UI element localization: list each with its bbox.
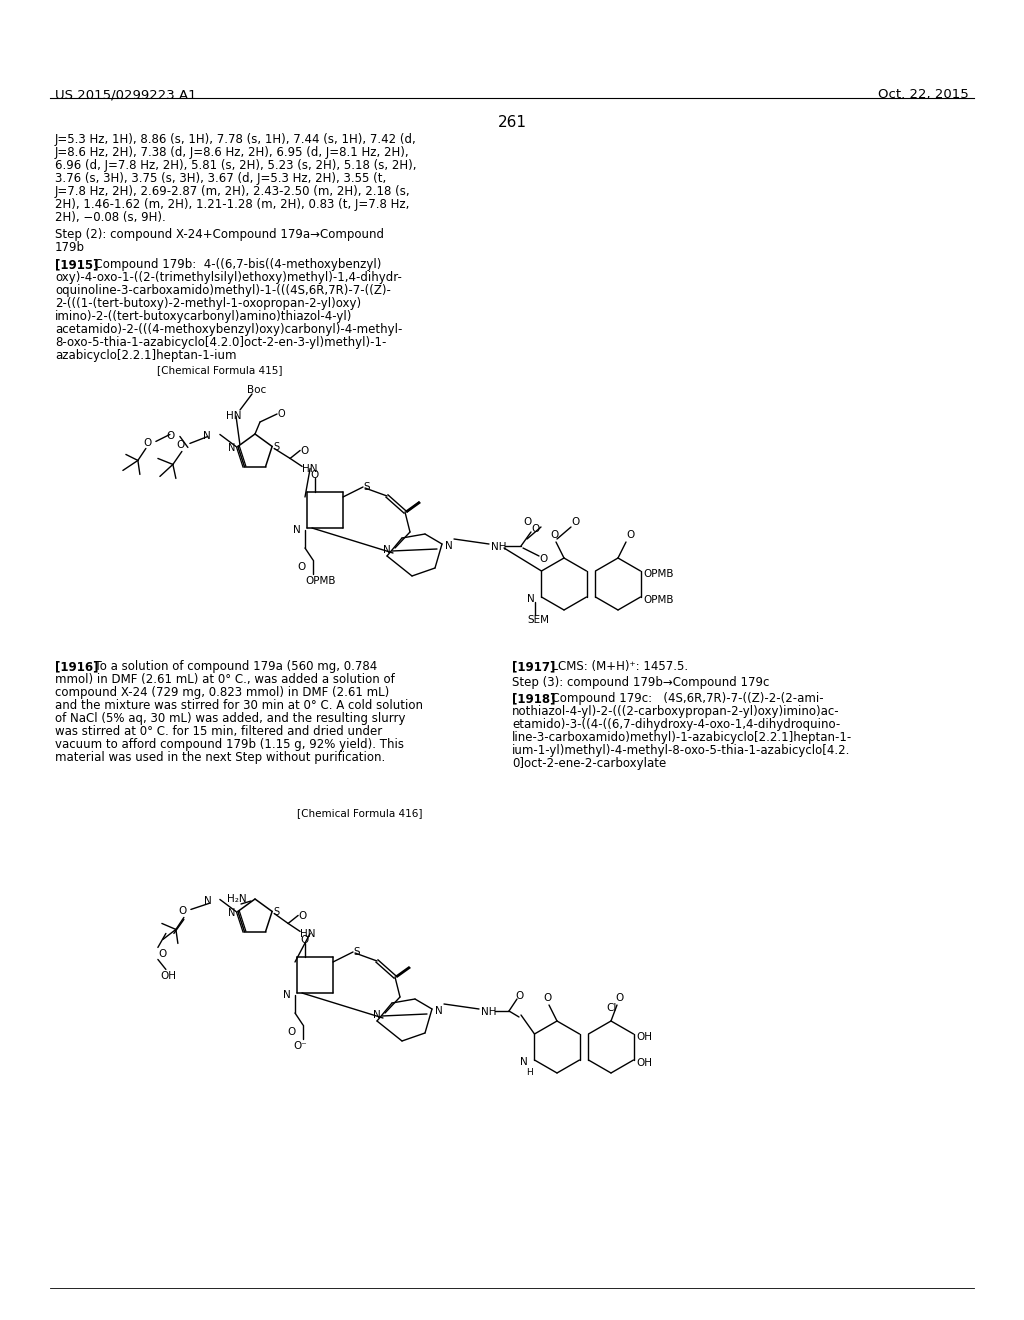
- Text: S: S: [273, 442, 280, 453]
- Text: US 2015/0299223 A1: US 2015/0299223 A1: [55, 88, 197, 102]
- Text: OPMB: OPMB: [305, 576, 336, 586]
- Text: LCMS: (M+H)⁺: 1457.5.: LCMS: (M+H)⁺: 1457.5.: [544, 660, 688, 673]
- Text: oquinoline-3-carboxamido)methyl)-1-(((4S,6R,7R)-7-((Z)-: oquinoline-3-carboxamido)methyl)-1-(((4S…: [55, 284, 391, 297]
- Text: HN: HN: [302, 465, 317, 474]
- Text: To a solution of compound 179a (560 mg, 0.784: To a solution of compound 179a (560 mg, …: [87, 660, 378, 673]
- Text: S: S: [362, 482, 370, 492]
- Text: 2-(((1-(tert-butoxy)-2-methyl-1-oxopropan-2-yl)oxy): 2-(((1-(tert-butoxy)-2-methyl-1-oxopropa…: [55, 297, 361, 310]
- Text: O: O: [143, 438, 152, 449]
- Text: 6.96 (d, J=7.8 Hz, 2H), 5.81 (s, 2H), 5.23 (s, 2H), 5.18 (s, 2H),: 6.96 (d, J=7.8 Hz, 2H), 5.81 (s, 2H), 5.…: [55, 158, 417, 172]
- Text: etamido)-3-((4-((6,7-dihydroxy-4-oxo-1,4-dihydroquino-: etamido)-3-((4-((6,7-dihydroxy-4-oxo-1,4…: [512, 718, 841, 731]
- Polygon shape: [406, 502, 421, 513]
- Text: N: N: [228, 908, 236, 919]
- Text: J=5.3 Hz, 1H), 8.86 (s, 1H), 7.78 (s, 1H), 7.44 (s, 1H), 7.42 (d,: J=5.3 Hz, 1H), 8.86 (s, 1H), 7.78 (s, 1H…: [55, 133, 417, 147]
- Text: H: H: [526, 1068, 534, 1077]
- Text: Boc: Boc: [247, 385, 266, 395]
- Text: OH: OH: [637, 1059, 652, 1068]
- Text: N: N: [283, 990, 291, 1001]
- Text: acetamido)-2-(((4-methoxybenzyl)oxy)carbonyl)-4-methyl-: acetamido)-2-(((4-methoxybenzyl)oxy)carb…: [55, 323, 402, 337]
- Text: 3.76 (s, 3H), 3.75 (s, 3H), 3.67 (d, J=5.3 Hz, 2H), 3.55 (t,: 3.76 (s, 3H), 3.75 (s, 3H), 3.67 (d, J=5…: [55, 172, 386, 185]
- Text: N: N: [293, 525, 301, 535]
- Text: OH: OH: [160, 972, 176, 982]
- Text: nothiazol-4-yl)-2-(((2-carboxypropan-2-yl)oxy)imino)ac-: nothiazol-4-yl)-2-(((2-carboxypropan-2-y…: [512, 705, 840, 718]
- Text: [Chemical Formula 415]: [Chemical Formula 415]: [158, 366, 283, 375]
- Text: O: O: [166, 432, 174, 441]
- Text: HN: HN: [226, 411, 242, 421]
- Text: vacuum to afford compound 179b (1.15 g, 92% yield). This: vacuum to afford compound 179b (1.15 g, …: [55, 738, 404, 751]
- Text: [1916]: [1916]: [55, 660, 98, 673]
- Text: was stirred at 0° C. for 15 min, filtered and dried under: was stirred at 0° C. for 15 min, filtere…: [55, 725, 382, 738]
- Text: Cl: Cl: [606, 1003, 616, 1012]
- Text: mmol) in DMF (2.61 mL) at 0° C., was added a solution of: mmol) in DMF (2.61 mL) at 0° C., was add…: [55, 673, 394, 686]
- Text: O: O: [515, 991, 523, 1001]
- Text: O: O: [310, 470, 318, 480]
- Text: of NaCl (5% aq, 30 mL) was added, and the resulting slurry: of NaCl (5% aq, 30 mL) was added, and th…: [55, 711, 406, 725]
- Text: S: S: [353, 946, 359, 957]
- Text: S: S: [273, 907, 280, 917]
- Text: O: O: [176, 441, 184, 450]
- Text: O: O: [278, 409, 285, 418]
- Text: [1917]: [1917]: [512, 660, 555, 673]
- Text: NH: NH: [481, 1007, 497, 1016]
- Text: O: O: [543, 993, 551, 1003]
- Text: 179b: 179b: [55, 242, 85, 253]
- Text: Step (3): compound 179b→Compound 179c: Step (3): compound 179b→Compound 179c: [512, 676, 769, 689]
- Text: O: O: [158, 949, 166, 960]
- Text: NH: NH: [490, 543, 507, 552]
- Text: N: N: [373, 1010, 381, 1020]
- Text: 2H), 1.46-1.62 (m, 2H), 1.21-1.28 (m, 2H), 0.83 (t, J=7.8 Hz,: 2H), 1.46-1.62 (m, 2H), 1.21-1.28 (m, 2H…: [55, 198, 410, 211]
- Text: O: O: [550, 531, 558, 540]
- Text: OH: OH: [637, 1032, 652, 1041]
- Text: [1918]: [1918]: [512, 692, 555, 705]
- Polygon shape: [395, 966, 411, 978]
- Text: N: N: [445, 541, 453, 550]
- Text: O⁻: O⁻: [293, 1041, 307, 1051]
- Text: N: N: [435, 1006, 442, 1016]
- Text: J=7.8 Hz, 2H), 2.69-2.87 (m, 2H), 2.43-2.50 (m, 2H), 2.18 (s,: J=7.8 Hz, 2H), 2.69-2.87 (m, 2H), 2.43-2…: [55, 185, 411, 198]
- Text: azabicyclo[2.2.1]heptan-1-ium: azabicyclo[2.2.1]heptan-1-ium: [55, 348, 237, 362]
- Text: OPMB: OPMB: [643, 595, 674, 605]
- Text: O: O: [615, 993, 624, 1003]
- Text: material was used in the next Step without purification.: material was used in the next Step witho…: [55, 751, 385, 764]
- Text: and the mixture was stirred for 30 min at 0° C. A cold solution: and the mixture was stirred for 30 min a…: [55, 700, 423, 711]
- Text: [1915]: [1915]: [55, 257, 98, 271]
- Text: [Chemical Formula 416]: [Chemical Formula 416]: [297, 808, 423, 818]
- Text: oxy)-4-oxo-1-((2-(trimethylsilyl)ethoxy)methyl)-1,4-dihydr-: oxy)-4-oxo-1-((2-(trimethylsilyl)ethoxy)…: [55, 271, 401, 284]
- Text: H₂N: H₂N: [227, 894, 247, 904]
- Text: O: O: [539, 554, 547, 564]
- Text: imino)-2-((tert-butoxycarbonyl)amino)thiazol-4-yl): imino)-2-((tert-butoxycarbonyl)amino)thi…: [55, 310, 352, 323]
- Text: Compound 179c:   (4S,6R,7R)-7-((Z)-2-(2-ami-: Compound 179c: (4S,6R,7R)-7-((Z)-2-(2-am…: [544, 692, 824, 705]
- Text: O: O: [531, 524, 540, 535]
- Text: 8-oxo-5-thia-1-azabicyclo[4.2.0]oct-2-en-3-yl)methyl)-1-: 8-oxo-5-thia-1-azabicyclo[4.2.0]oct-2-en…: [55, 337, 386, 348]
- Text: N: N: [204, 896, 212, 907]
- Text: O: O: [626, 531, 634, 540]
- Text: OPMB: OPMB: [643, 569, 674, 579]
- Text: 2H), −0.08 (s, 9H).: 2H), −0.08 (s, 9H).: [55, 211, 166, 224]
- Text: O: O: [298, 911, 306, 921]
- Text: O: O: [287, 1027, 295, 1038]
- Text: O: O: [300, 935, 308, 945]
- Text: N: N: [228, 444, 236, 454]
- Text: O: O: [571, 517, 580, 527]
- Text: O: O: [300, 446, 308, 457]
- Text: Step (2): compound X-24+Compound 179a→Compound: Step (2): compound X-24+Compound 179a→Co…: [55, 228, 384, 242]
- Text: 0]oct-2-ene-2-carboxylate: 0]oct-2-ene-2-carboxylate: [512, 756, 667, 770]
- Text: SEM: SEM: [527, 615, 550, 624]
- Text: O: O: [178, 907, 186, 916]
- Text: HN: HN: [300, 929, 315, 940]
- Text: N: N: [520, 1057, 528, 1067]
- Text: J=8.6 Hz, 2H), 7.38 (d, J=8.6 Hz, 2H), 6.95 (d, J=8.1 Hz, 2H),: J=8.6 Hz, 2H), 7.38 (d, J=8.6 Hz, 2H), 6…: [55, 147, 410, 158]
- Text: N: N: [527, 594, 536, 605]
- Text: N: N: [203, 432, 211, 441]
- Text: Oct. 22, 2015: Oct. 22, 2015: [879, 88, 969, 102]
- Text: line-3-carboxamido)methyl)-1-azabicyclo[2.2.1]heptan-1-: line-3-carboxamido)methyl)-1-azabicyclo[…: [512, 731, 852, 744]
- Text: Compound 179b:  4-((6,7-bis((4-methoxybenzyl): Compound 179b: 4-((6,7-bis((4-methoxyben…: [87, 257, 382, 271]
- Text: O: O: [523, 517, 531, 527]
- Text: N: N: [383, 545, 391, 554]
- Text: ium-1-yl)methyl)-4-methyl-8-oxo-5-thia-1-azabicyclo[4.2.: ium-1-yl)methyl)-4-methyl-8-oxo-5-thia-1…: [512, 744, 850, 756]
- Text: 261: 261: [498, 115, 526, 129]
- Text: O: O: [297, 562, 305, 572]
- Text: compound X-24 (729 mg, 0.823 mmol) in DMF (2.61 mL): compound X-24 (729 mg, 0.823 mmol) in DM…: [55, 686, 389, 700]
